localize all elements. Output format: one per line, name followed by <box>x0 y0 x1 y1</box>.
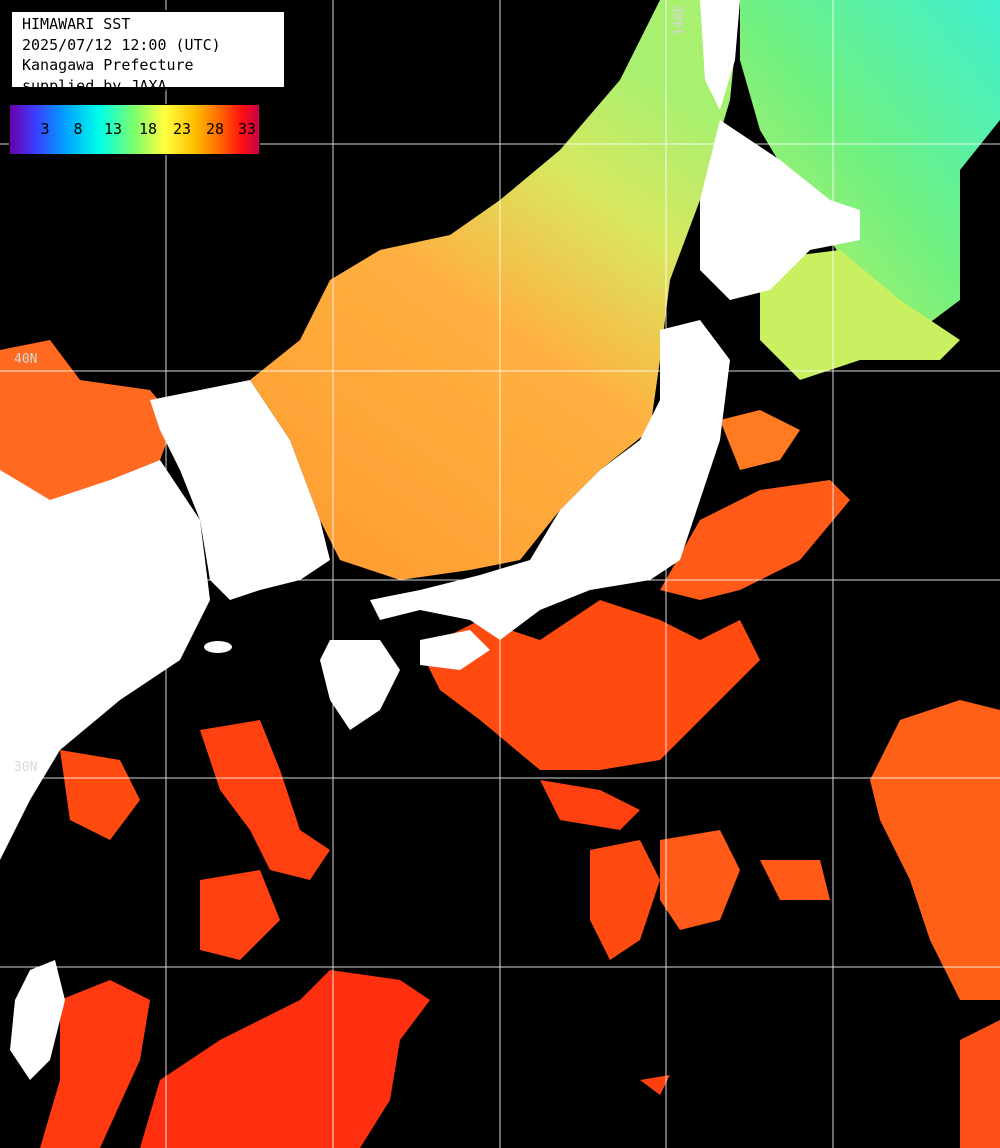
colorbar-tick: 33 <box>237 120 257 138</box>
taiwan-land <box>10 960 65 1080</box>
kuril-sst <box>760 250 960 380</box>
colorbar-tick: 28 <box>205 120 225 138</box>
colorbar-tick: 8 <box>73 120 83 138</box>
korea-land <box>150 380 330 600</box>
honshu-land <box>370 320 730 640</box>
small-patch-sst <box>640 1075 670 1095</box>
colorbar-tick: 3 <box>40 120 50 138</box>
east-of-japan-sst <box>660 480 850 600</box>
east-china-sea-sst <box>200 720 330 880</box>
lat-label-40n: 40N <box>14 352 38 367</box>
shikoku-land <box>420 630 490 670</box>
jeju-land <box>204 641 232 653</box>
south-east-sst <box>960 1020 1000 1148</box>
timestamp: 2025/07/12 12:00 (UTC) <box>22 35 221 54</box>
south-west-sst <box>40 980 150 1148</box>
data-credit: supplied by JAXA <box>22 76 167 95</box>
pacific-east-sst <box>870 700 1000 1000</box>
philippine-sea-sst <box>140 970 430 1148</box>
sea-of-japan-sst <box>250 0 740 580</box>
pacific-mid-sst-1 <box>660 830 740 930</box>
lon-label-140e: 140E <box>672 4 687 36</box>
sakhalin-land <box>700 0 740 110</box>
ryukyu-sst <box>200 870 280 960</box>
offshore-honshu-sst <box>720 410 800 470</box>
product-title: HIMAWARI SST <box>22 15 131 33</box>
hokkaido-land <box>700 120 860 300</box>
region-name: Kanagawa Prefecture <box>22 56 194 74</box>
kuroshio-sst <box>420 600 760 770</box>
colorbar-tick: 18 <box>138 120 158 138</box>
taiwan-strait-sst <box>60 750 140 840</box>
temperature-colorbar: 3 8 13 18 23 28 33 <box>9 104 260 155</box>
pacific-mid-sst-3 <box>590 840 660 960</box>
colorbar-tick: 13 <box>103 120 123 138</box>
kyushu-land <box>320 640 400 730</box>
china-land <box>0 460 210 860</box>
colorbar-tick: 23 <box>172 120 192 138</box>
info-box: HIMAWARI SST 2025/07/12 12:00 (UTC) Kana… <box>10 10 286 95</box>
lat-label-30n: 30N <box>14 760 38 775</box>
pacific-mid-sst-4 <box>540 780 640 830</box>
pacific-mid-sst-2 <box>760 860 830 900</box>
okhotsk-sst <box>740 0 1000 330</box>
